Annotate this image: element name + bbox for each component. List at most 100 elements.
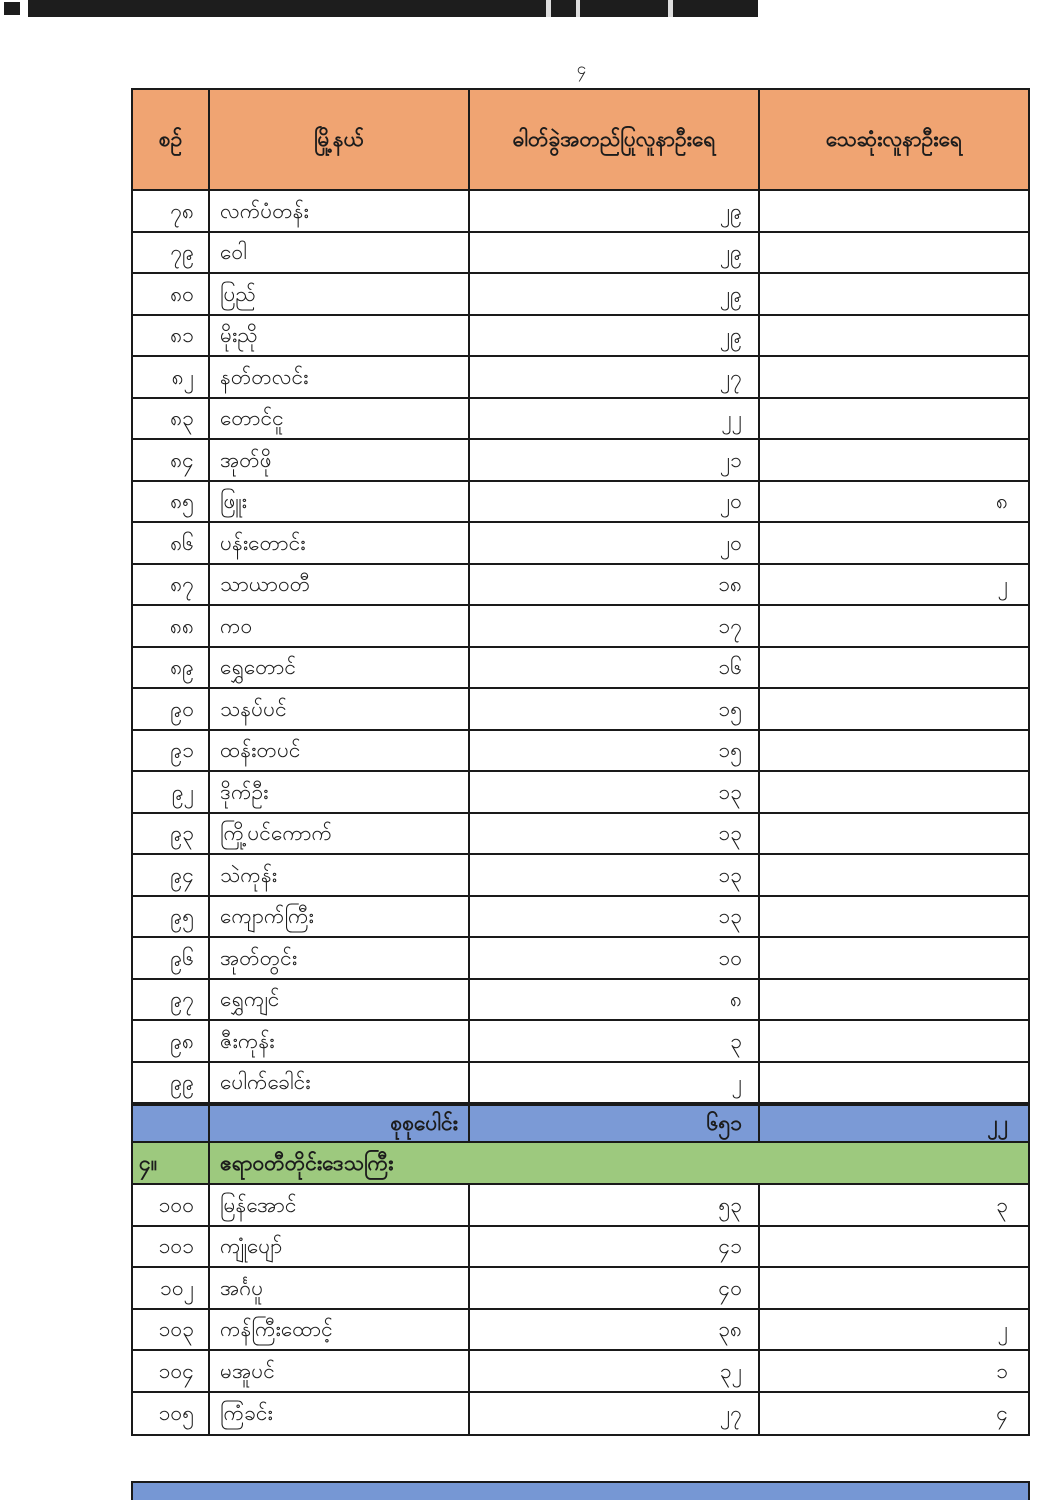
- cell-deaths: [760, 814, 1028, 854]
- cell-deaths: [760, 897, 1028, 937]
- cell-deaths: [760, 1063, 1028, 1103]
- redaction-gap: [668, 0, 673, 17]
- cell-township: ကျောက်ကြီး: [210, 896, 470, 936]
- table-row: ၇၉ ဝေါ ၂၉: [133, 232, 1028, 274]
- cell-serial: ၈၈: [133, 606, 210, 646]
- table-row: ၉၈ ဇီးကုန်း၃: [133, 1021, 1028, 1063]
- cell-township: ဖြူး: [210, 481, 470, 521]
- cell-deaths: [760, 523, 1028, 563]
- cell-township: ကြို့ပင်ကောက်: [210, 813, 470, 853]
- cell-confirmed: ၁၅: [470, 730, 760, 770]
- cell-confirmed: ၁၃: [470, 813, 760, 853]
- cell-township: ရွှေတောင်: [210, 647, 470, 687]
- cell-serial: ၉၁: [133, 730, 210, 770]
- table-row: ၉၂ ဒိုက်ဦး ၁၃: [133, 772, 1028, 814]
- page-number: ၄: [576, 59, 587, 79]
- cell-serial: ၁၀၁: [133, 1226, 210, 1266]
- table-row: ၁၀၀ မြန်အောင် ၅၃ ၃: [133, 1185, 1028, 1227]
- cell-confirmed: ၂၉: [470, 274, 760, 314]
- cell-township: အုတ်တွင်း: [210, 938, 470, 978]
- cell-township: ကဝ: [210, 606, 470, 646]
- total-row: စုစုပေါင်း ၆၅၁ ၂၂: [133, 1104, 1028, 1143]
- cell-confirmed: ၁၃: [470, 896, 760, 936]
- cell-township: ကျုံပျော်: [210, 1226, 470, 1266]
- cell-deaths: ၂: [997, 572, 1008, 597]
- cell-serial: ၈၄: [133, 440, 210, 480]
- table-row: ၉၁ ထန်းတပင် ၁၅: [133, 730, 1028, 772]
- table-row: ၈၅ ဖြူး ၂၀ ၈: [133, 481, 1028, 523]
- cell-deaths: [760, 233, 1028, 273]
- region-name: ဧရာဝတီတိုင်းဒေသကြီး: [220, 1150, 394, 1175]
- cell-serial: ၈၉: [133, 647, 210, 687]
- cell-township: ရွှေကျင်: [210, 979, 470, 1019]
- cell-serial: ၁၀၃: [133, 1309, 210, 1349]
- cell-deaths: [760, 689, 1028, 729]
- cell-confirmed: ၁၆: [470, 647, 760, 687]
- cell-township: မအူပင်: [210, 1351, 470, 1391]
- cell-confirmed: ၂၉: [470, 315, 760, 355]
- table-row: ၉၀ သနပ်ပင် ၁၅: [133, 689, 1028, 731]
- cell-serial: ၉၄: [133, 855, 210, 895]
- cell-township: ပန်းတောင်း: [210, 523, 470, 563]
- cell-township: လက်ပံတန်း: [210, 191, 470, 231]
- redaction-gap: [576, 0, 580, 17]
- table-row: ၈၂ နတ်တလင်း ၂၇: [133, 357, 1028, 399]
- cell-deaths: ၄: [996, 1401, 1008, 1426]
- cell-deaths: [760, 731, 1028, 771]
- cell-serial: ၁၀၅: [133, 1392, 210, 1434]
- table-row: ၁၀၃ ကန်ကြီးထောင့် ၃၈ ၂: [133, 1309, 1028, 1351]
- cell-deaths: [760, 1268, 1028, 1308]
- table-row: ၈၁ မိုးညို ၂၉: [133, 315, 1028, 357]
- cell-township: မိုးညို: [210, 315, 470, 355]
- cell-serial: ၉၈: [133, 1021, 210, 1061]
- cell-confirmed: ၂၀: [470, 523, 760, 563]
- cell-deaths: [760, 357, 1028, 397]
- cell-deaths: [760, 191, 1028, 231]
- next-total-row-partial: [131, 1481, 1030, 1500]
- cell-serial: ၇၈: [133, 191, 210, 231]
- township-table: စဉ် မြို့နယ် ဓါတ်ခွဲအတည်ပြုလူနာဦးရေ သေဆု…: [131, 88, 1030, 1436]
- cell-serial: ၈၆: [133, 523, 210, 563]
- cell-deaths: [760, 606, 1028, 646]
- cell-confirmed: ၂၇: [470, 1392, 760, 1434]
- cell-deaths: [760, 855, 1028, 895]
- cell-township: အုတ်ဖို: [210, 440, 470, 480]
- cell-confirmed: ၁၃: [470, 772, 760, 812]
- cell-confirmed: ၂၉: [470, 232, 760, 272]
- total-label: စုစုပေါင်း: [210, 1106, 470, 1141]
- cell-serial: ၉၆: [133, 938, 210, 978]
- cell-serial: ၉၅: [133, 896, 210, 936]
- redaction-gap: [546, 0, 551, 17]
- cell-township: ဒိုက်ဦး: [210, 772, 470, 812]
- cell-deaths: ၁: [996, 1358, 1008, 1383]
- table-row: ၈၀ ပြည် ၂၉: [133, 274, 1028, 316]
- cell-confirmed: ၁၅: [470, 689, 760, 729]
- cell-confirmed: ၁၇: [470, 606, 760, 646]
- cell-deaths: ၈: [996, 489, 1008, 514]
- cell-deaths: [760, 938, 1028, 978]
- cell-serial: ၁၀၂: [133, 1268, 210, 1308]
- cell-township: မြန်အောင်: [210, 1185, 470, 1225]
- cell-township: ကြံခင်း: [210, 1392, 470, 1434]
- cell-serial: ၁၀၄: [133, 1351, 210, 1391]
- cell-township: ထန်းတပင်: [210, 730, 470, 770]
- cell-confirmed: ၄၁: [470, 1226, 760, 1266]
- cell-confirmed: ၁၈: [470, 564, 760, 604]
- table-row: ၉၆ အုတ်တွင်း ၁၀: [133, 938, 1028, 980]
- redacted-header-bar: [28, 0, 758, 17]
- cell-deaths: [760, 399, 1028, 439]
- cell-confirmed: ၈: [470, 979, 760, 1019]
- cell-township: ကန်ကြီးထောင့်: [210, 1309, 470, 1349]
- cell-serial: ၈၁: [133, 315, 210, 355]
- cell-serial: ၈၇: [133, 564, 210, 604]
- cell-confirmed: ၁၃: [470, 855, 760, 895]
- cell-deaths: [760, 772, 1028, 812]
- cell-township: သဲကုန်း: [210, 855, 470, 895]
- region-serial: ၄။: [133, 1143, 210, 1183]
- cell-serial: ၉၀: [133, 689, 210, 729]
- cell-deaths: ၃: [996, 1192, 1008, 1217]
- cell-confirmed: ၁၀: [470, 938, 760, 978]
- cell-serial: ၉၃: [133, 813, 210, 853]
- cell-serial: ၈၃: [133, 398, 210, 438]
